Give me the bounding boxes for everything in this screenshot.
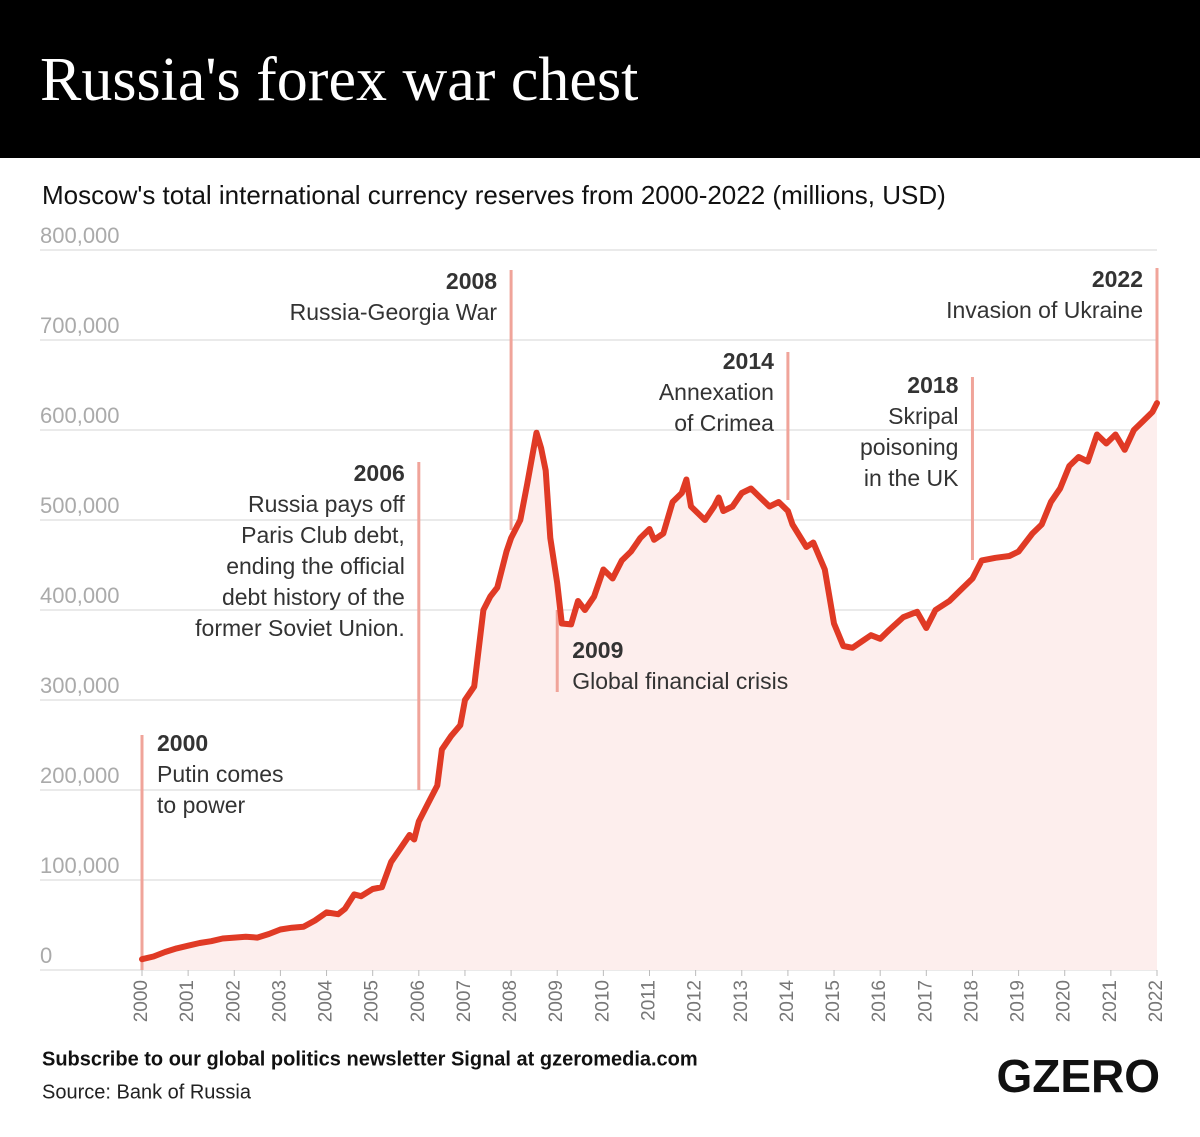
annotation-year: 2006 — [354, 460, 405, 486]
y-tick-label: 800,000 — [40, 223, 120, 248]
chart-title: Russia's forex war chest — [40, 46, 638, 114]
x-tick-label: 2007 — [454, 980, 475, 1022]
annotation-text: former Soviet Union. — [195, 615, 405, 641]
x-tick-label: 2021 — [1100, 980, 1121, 1022]
y-tick-label: 300,000 — [40, 673, 120, 698]
header-band — [0, 0, 1200, 158]
y-tick-label: 200,000 — [40, 763, 120, 788]
x-tick-label: 2020 — [1054, 980, 1075, 1022]
annotation-text: Putin comes — [157, 761, 284, 787]
y-tick-label: 500,000 — [40, 493, 120, 518]
x-tick-label: 2022 — [1146, 980, 1167, 1022]
annotation-text: Paris Club debt, — [241, 522, 405, 548]
x-tick-label: 2012 — [685, 980, 706, 1022]
x-tick-label: 2001 — [177, 980, 198, 1022]
x-tick-label: 2004 — [316, 980, 337, 1023]
annotation-text: Russia pays off — [248, 491, 405, 517]
annotation-text: Skripal — [888, 403, 958, 429]
x-tick-label: 2018 — [961, 980, 982, 1022]
annotation-year: 2009 — [572, 637, 623, 663]
annotation-year: 2014 — [723, 348, 774, 374]
annotation-text: Global financial crisis — [572, 668, 788, 694]
x-tick-label: 2013 — [731, 980, 752, 1022]
x-tick-label: 2011 — [639, 980, 660, 1021]
annotation-year: 2022 — [1092, 266, 1143, 292]
x-tick-label: 2006 — [408, 980, 429, 1022]
x-tick-label: 2015 — [823, 980, 844, 1022]
annotation-text: to power — [157, 792, 246, 818]
logo: GZERO — [996, 1050, 1160, 1102]
x-tick-label: 2014 — [777, 980, 798, 1023]
x-tick-label: 2003 — [269, 980, 290, 1022]
annotation-text: ending the official — [226, 553, 405, 579]
footer: Subscribe to our global politics newslet… — [42, 1048, 698, 1070]
x-tick-label: 2019 — [1008, 980, 1029, 1022]
annotation-year: 2018 — [907, 372, 958, 398]
y-tick-label: 0 — [40, 943, 52, 968]
x-tick-label: 2009 — [546, 980, 567, 1022]
x-tick-label: 2010 — [592, 980, 613, 1022]
annotation-text: Russia-Georgia War — [290, 299, 498, 325]
x-tick-label: 2002 — [223, 980, 244, 1022]
y-tick-label: 400,000 — [40, 583, 120, 608]
annotation-text: debt history of the — [222, 584, 405, 610]
annotation-text: Annexation — [659, 379, 774, 405]
line — [139, 400, 1160, 963]
x-tick-label: 2016 — [869, 980, 890, 1022]
annotation-text: poisoning — [860, 434, 958, 460]
chart-subtitle: Moscow's total international currency re… — [42, 180, 946, 210]
annotation-text: Invasion of Ukraine — [946, 297, 1143, 323]
x-tick-label: 2000 — [131, 980, 152, 1022]
y-tick-label: 600,000 — [40, 403, 120, 428]
x-tick-label: 2008 — [500, 980, 521, 1022]
annotation-text: in the UK — [864, 465, 959, 491]
source: Source: Bank of Russia — [42, 1081, 252, 1103]
annotation-year: 2000 — [157, 730, 208, 756]
area — [142, 403, 1157, 970]
annotation-text: of Crimea — [674, 410, 774, 436]
x-tick-label: 2005 — [362, 980, 383, 1022]
y-tick-label: 700,000 — [40, 313, 120, 338]
annotation-year: 2008 — [446, 268, 497, 294]
y-tick-label: 100,000 — [40, 853, 120, 878]
x-tick-label: 2017 — [915, 980, 936, 1022]
